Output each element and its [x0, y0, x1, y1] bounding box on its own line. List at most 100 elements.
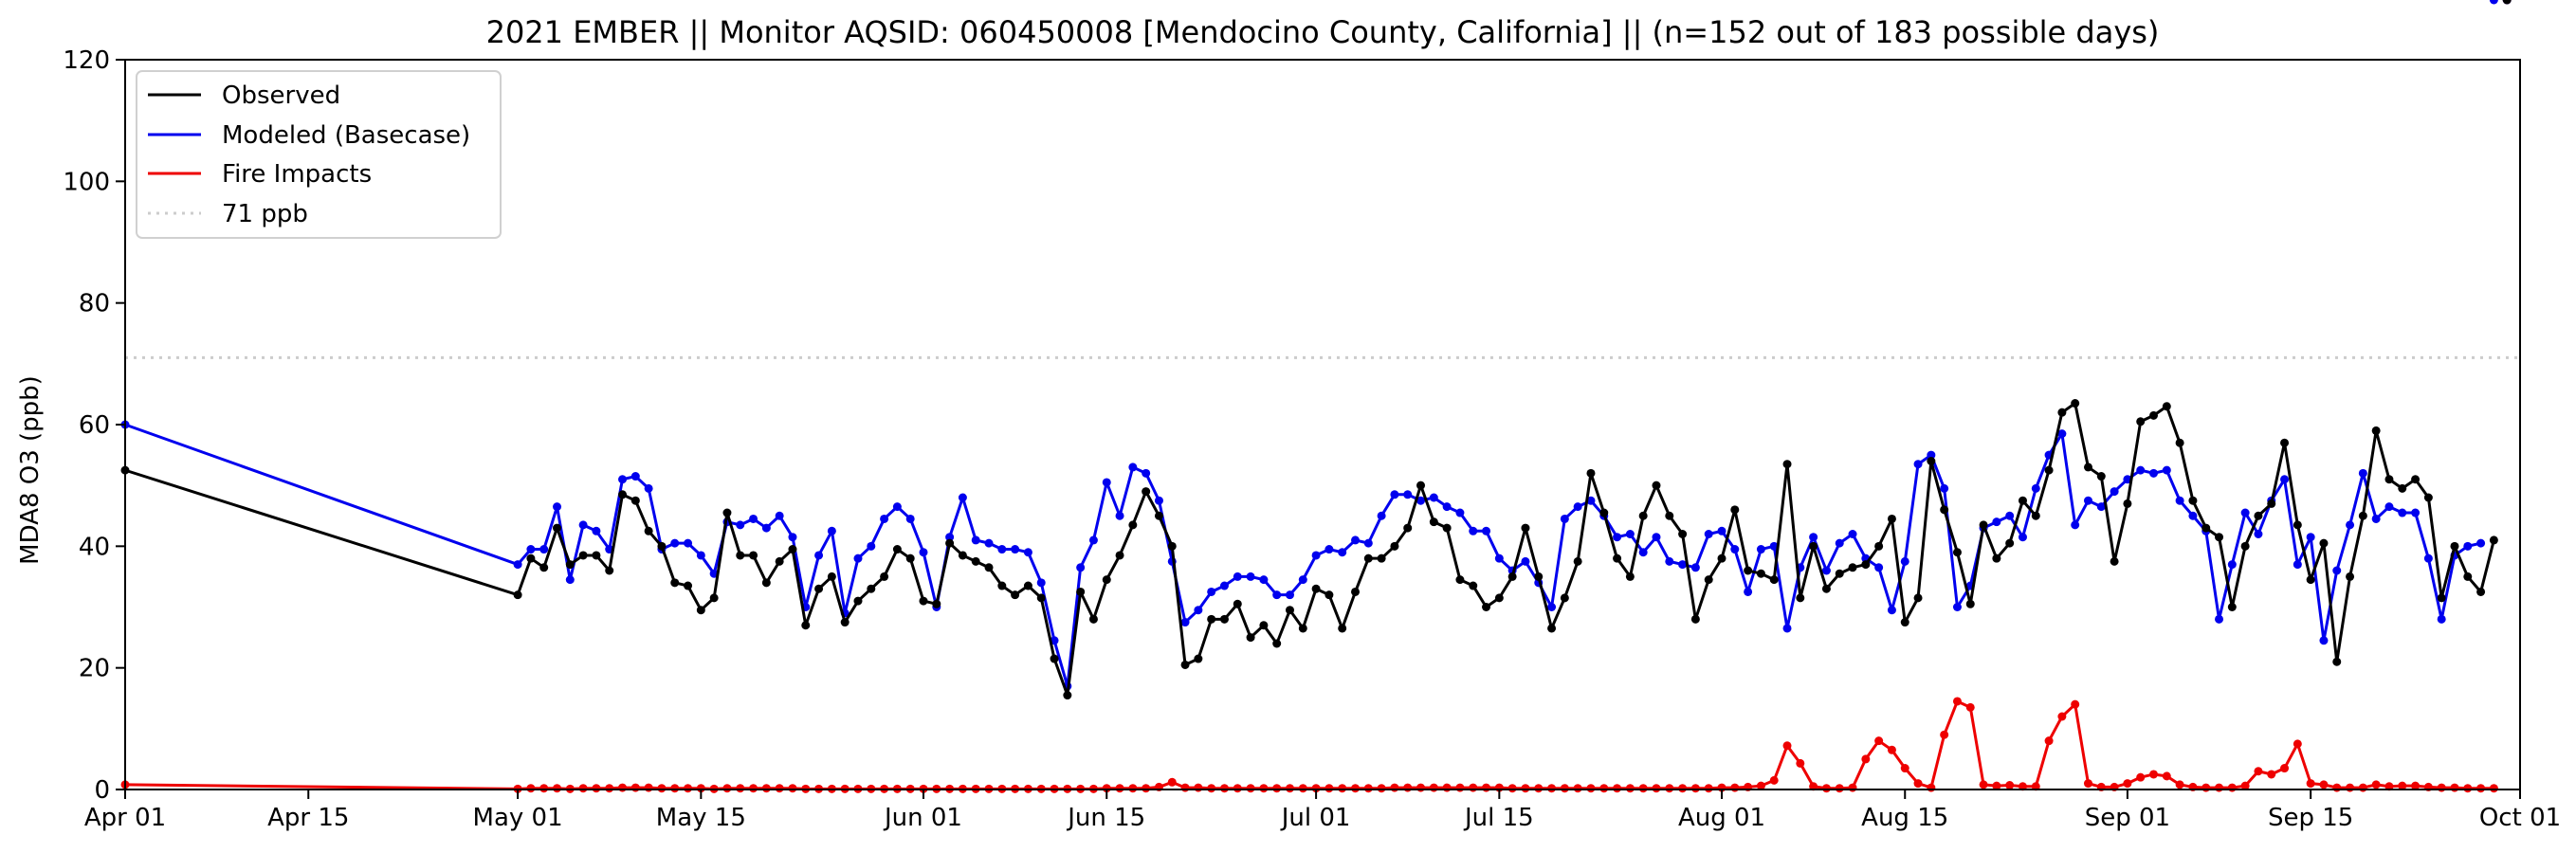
data-point-observed-2021-05-05	[565, 560, 575, 570]
data-point-modeled-basecase-2021-05-10	[630, 472, 640, 481]
x-axis: Apr 01 Apr 15 May 01 May 15 Jun 01 Jun 15 Jul …	[84, 789, 2561, 832]
data-point-observed-2021-08-08	[1809, 541, 1818, 551]
data-point-modeled-basecase-2021-09-29	[2489, 0, 2498, 5]
data-point-fire-impacts-2021-05-02	[526, 784, 536, 793]
data-point-observed-2021-09-06	[2188, 496, 2198, 505]
data-point-fire-impacts-2021-05-17	[722, 784, 732, 793]
data-point-modeled-basecase-2021-05-27	[853, 554, 863, 563]
data-point-observed-2021-06-25	[1233, 599, 1242, 608]
data-point-observed-2021-09-05	[2175, 438, 2184, 447]
data-point-fire-impacts-2021-08-13	[1874, 736, 1884, 746]
data-point-modeled-basecase-2021-05-11	[644, 483, 653, 493]
data-point-observed-2021-09-25	[2437, 593, 2446, 603]
data-point-observed-2021-08-31	[2110, 556, 2119, 566]
data-point-fire-impacts-2021-08-07	[1796, 758, 1805, 768]
data-point-observed-2021-08-11	[1848, 563, 1857, 572]
data-point-observed-2021-07-04	[1351, 587, 1361, 596]
data-point-modeled-basecase-2021-06-03	[945, 533, 955, 542]
data-point-observed-2021-07-18	[1534, 572, 1544, 581]
data-point-observed-2021-06-21	[1180, 660, 1190, 669]
data-point-observed-2021-06-07	[997, 581, 1007, 590]
data-point-observed-2021-05-24	[814, 584, 824, 593]
data-point-modeled-basecase-2021-05-29	[880, 514, 889, 523]
data-point-fire-impacts-2021-08-20	[1965, 702, 1975, 712]
data-point-modeled-basecase-2021-07-15	[1494, 554, 1504, 563]
data-point-observed-2021-06-08	[1011, 590, 1020, 600]
data-point-modeled-basecase-2021-07-01	[1311, 551, 1321, 560]
data-point-fire-impacts-2021-06-18	[1142, 784, 1151, 793]
data-point-modeled-basecase-2021-05-30	[892, 502, 902, 512]
data-point-fire-impacts-2021-08-05	[1769, 775, 1779, 785]
data-point-modeled-basecase-2021-09-06	[2188, 511, 2198, 520]
data-point-fire-impacts-2021-07-10	[1429, 783, 1438, 792]
y-tick-label: 80	[79, 290, 110, 318]
data-point-modeled-basecase-2021-09-11	[2254, 530, 2263, 538]
data-point-modeled-basecase-2021-06-24	[1219, 581, 1229, 590]
data-point-fire-impacts-2021-09-07	[2201, 783, 2211, 792]
data-point-observed-2021-08-01	[1717, 554, 1726, 563]
data-point-fire-impacts-2021-08-18	[1940, 730, 1949, 739]
data-point-modeled-basecase-2021-07-03	[1338, 548, 1347, 557]
y-tick-label: 0	[94, 776, 110, 805]
data-point-fire-impacts-2021-07-17	[1521, 784, 1530, 793]
data-point-observed-2021-09-28	[2476, 587, 2486, 596]
data-point-observed-2021-08-17	[1927, 457, 1936, 465]
data-point-observed-2021-07-13	[1469, 581, 1478, 590]
data-point-modeled-basecase-2021-05-03	[539, 545, 549, 554]
data-point-observed-2021-08-13	[1874, 541, 1884, 551]
plot-background	[125, 60, 2520, 789]
data-point-observed-2021-05-19	[749, 551, 758, 560]
data-point-observed-2021-08-21	[1979, 520, 1988, 530]
data-point-observed-2021-09-04	[2162, 402, 2171, 411]
data-point-modeled-basecase-2021-05-09	[618, 475, 628, 484]
data-point-modeled-basecase-2021-07-02	[1325, 545, 1334, 554]
data-point-fire-impacts-2021-05-10	[630, 783, 640, 792]
data-point-observed-2021-06-10	[1036, 593, 1046, 603]
data-point-observed-2021-09-01	[2123, 499, 2132, 508]
data-point-fire-impacts-2021-09-10	[2240, 781, 2250, 790]
y-axis-label: MDA8 O3 (ppb)	[16, 375, 45, 565]
data-point-fire-impacts-2021-08-02	[1730, 783, 1740, 792]
data-point-fire-impacts-2021-07-16	[1507, 784, 1517, 793]
data-point-fire-impacts-2021-05-03	[539, 784, 549, 793]
data-point-observed-2021-09-11	[2254, 511, 2263, 520]
data-point-observed-2021-09-16	[2319, 538, 2329, 548]
data-point-observed-2021-09-27	[2463, 572, 2473, 581]
data-point-observed-2021-07-31	[1704, 575, 1713, 585]
data-point-fire-impacts-2021-08-12	[1861, 754, 1871, 764]
data-point-modeled-basecase-2021-07-17	[1521, 556, 1530, 566]
data-point-fire-impacts-2021-09-20	[2371, 780, 2381, 789]
data-point-observed-2021-09-30	[2502, 0, 2512, 5]
data-point-observed-2021-09-14	[2293, 520, 2302, 530]
data-point-observed-2021-08-09	[1821, 584, 1831, 593]
data-point-fire-impacts-2021-06-29	[1285, 784, 1294, 793]
data-point-observed-2021-09-23	[2411, 475, 2421, 484]
data-point-observed-2021-06-26	[1246, 633, 1255, 643]
data-point-observed-2021-08-06	[1782, 460, 1792, 469]
data-point-observed-2021-06-24	[1219, 614, 1229, 624]
data-point-observed-2021-07-09	[1416, 481, 1426, 490]
data-point-modeled-basecase-2021-08-17	[1927, 450, 1936, 460]
data-point-observed-2021-09-29	[2489, 535, 2498, 545]
data-point-observed-2021-08-30	[2096, 472, 2106, 481]
data-point-observed-2021-09-19	[2358, 511, 2367, 520]
data-point-fire-impacts-2021-07-14	[1482, 783, 1491, 792]
data-point-fire-impacts-2021-08-15	[1900, 764, 1909, 773]
data-point-modeled-basecase-2021-08-16	[1913, 460, 1923, 469]
data-point-modeled-basecase-2021-05-15	[696, 551, 705, 560]
data-point-modeled-basecase-2021-05-14	[684, 538, 693, 548]
data-point-observed-2021-08-14	[1887, 514, 1896, 523]
data-point-modeled-basecase-2021-06-23	[1207, 587, 1216, 596]
data-point-modeled-basecase-2021-08-25	[2031, 483, 2040, 493]
data-point-observed-2021-06-30	[1298, 624, 1307, 633]
data-point-fire-impacts-2021-05-13	[670, 784, 680, 793]
data-point-observed-2021-07-12	[1455, 575, 1465, 585]
data-point-observed-2021-05-29	[880, 572, 889, 581]
data-point-observed-2021-08-12	[1861, 560, 1871, 570]
data-point-fire-impacts-2021-07-18	[1534, 784, 1544, 793]
data-point-fire-impacts-2021-08-04	[1756, 781, 1765, 790]
data-point-fire-impacts-2021-05-09	[618, 783, 628, 792]
data-point-modeled-basecase-2021-09-10	[2240, 508, 2250, 517]
data-point-fire-impacts-2021-09-11	[2254, 767, 2263, 776]
